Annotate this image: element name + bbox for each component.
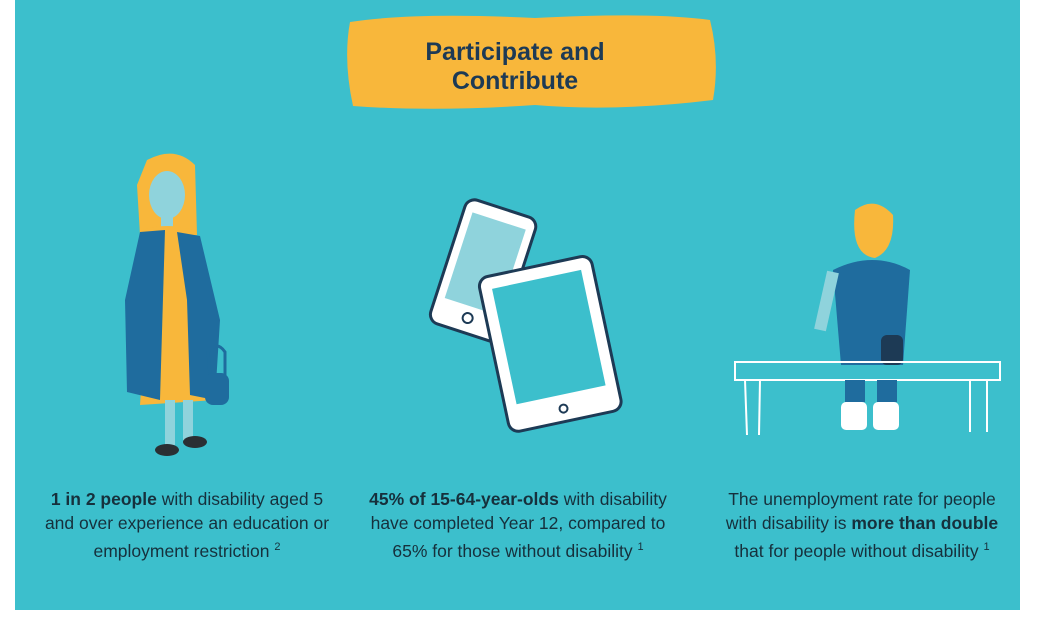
statistic: The unemployment rate for people with di… (712, 487, 1012, 563)
title-line: Participate and (360, 38, 670, 67)
statistic: 1 in 2 people with disability aged 5 and… (37, 487, 337, 563)
title: Participate and Contribute (360, 38, 670, 96)
page: {"header": {"title_lines": ["Participate… (0, 0, 1038, 626)
devices-illustration (428, 197, 623, 433)
boy-bench-illustration (735, 204, 1000, 435)
woman-illustration (125, 154, 229, 456)
highlight: 45% of 15-64-year-olds (369, 489, 559, 509)
infographic-panel: Participate and Contribute 1 in 2 people… (15, 0, 1020, 610)
footnote: 1 (983, 541, 989, 553)
statistic: 45% of 15-64-year-olds with disability h… (368, 487, 668, 563)
highlight: more than double (851, 513, 998, 533)
title-line: Contribute (360, 67, 670, 96)
footnote: 2 (274, 541, 280, 553)
footnote: 1 (638, 541, 644, 553)
text: that for people without disability (734, 541, 978, 561)
highlight: 1 in 2 people (51, 489, 157, 509)
